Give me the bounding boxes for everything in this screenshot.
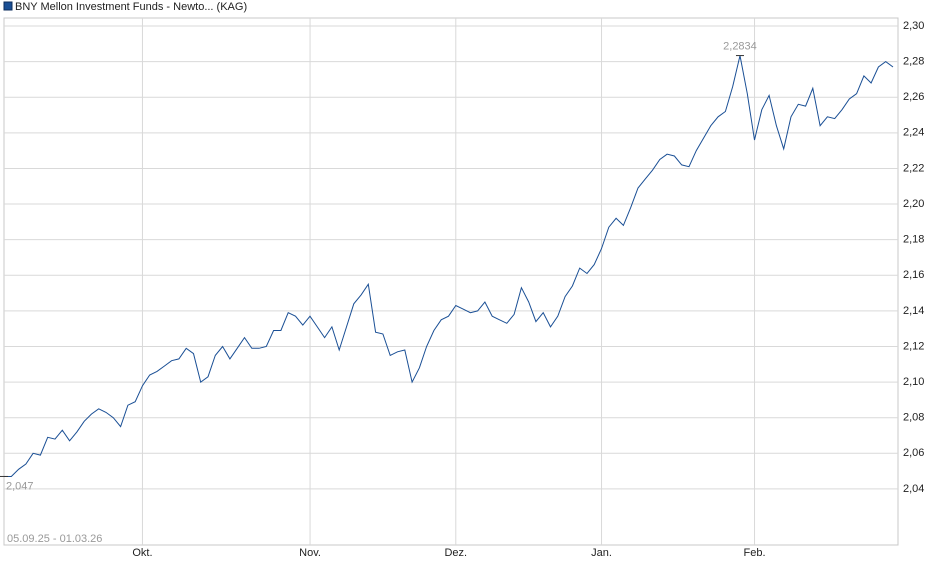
y-tick-label: 2,30 — [903, 20, 924, 32]
x-tick-label: Dez. — [444, 547, 467, 559]
legend-label: BNY Mellon Investment Funds - Newto... (… — [15, 1, 247, 13]
y-tick-label: 2,12 — [903, 340, 924, 352]
plot-frame — [3, 17, 899, 546]
x-tick-label: Okt. — [132, 547, 152, 559]
y-tick-label: 2,14 — [903, 305, 924, 317]
date-range: 05.09.25 - 01.03.26 — [7, 533, 102, 545]
max-label: 2,2834 — [723, 40, 757, 52]
x-tick-label: Nov. — [299, 547, 321, 559]
y-tick-label: 2,16 — [903, 269, 924, 281]
y-tick-label: 2,18 — [903, 234, 924, 246]
y-tick-label: 2,24 — [903, 127, 924, 139]
y-tick-label: 2,20 — [903, 198, 924, 210]
x-tick-label: Feb. — [744, 547, 766, 559]
x-tick-label: Jan. — [591, 547, 612, 559]
y-tick-label: 2,10 — [903, 376, 924, 388]
legend-swatch — [3, 1, 13, 11]
y-tick-label: 2,22 — [903, 162, 924, 174]
y-tick-label: 2,06 — [903, 447, 924, 459]
y-tick-label: 2,08 — [903, 412, 924, 424]
y-tick-label: 2,28 — [903, 56, 924, 68]
price-line — [4, 55, 894, 477]
y-tick-label: 2,04 — [903, 483, 924, 495]
y-tick-label: 2,26 — [903, 91, 924, 103]
min-label: 2,047 — [6, 480, 34, 492]
